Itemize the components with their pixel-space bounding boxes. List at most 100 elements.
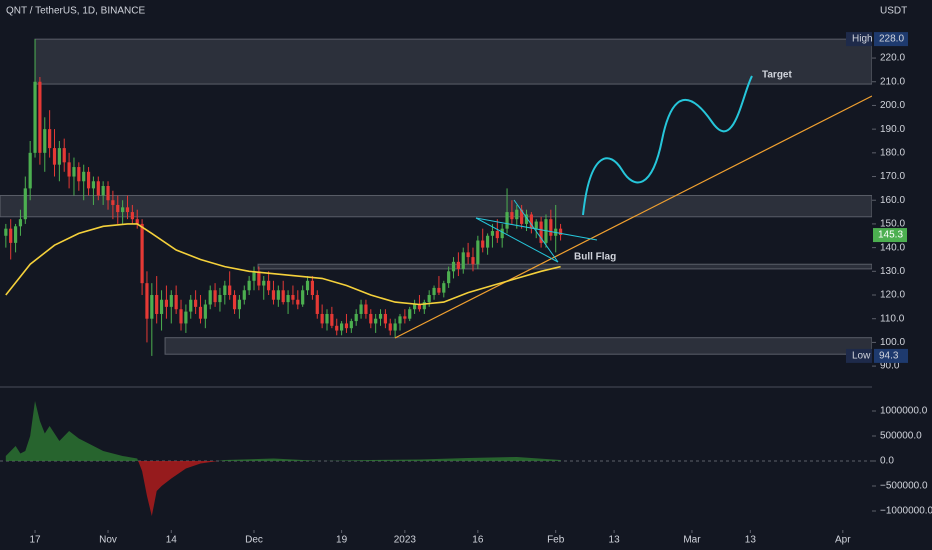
- candle-body: [515, 209, 519, 220]
- candle-body: [48, 129, 52, 149]
- candle-body: [198, 306, 203, 319]
- candle-body: [77, 167, 81, 182]
- candle-body: [456, 261, 460, 269]
- candle-body: [164, 299, 169, 307]
- y-tick-label: 150.0: [880, 219, 905, 230]
- candle-body: [247, 280, 251, 291]
- candle-body: [383, 313, 387, 324]
- candle-body: [417, 304, 422, 310]
- candle-body: [549, 219, 553, 236]
- candle-body: [91, 181, 96, 189]
- candle-body: [262, 280, 266, 286]
- y-tick-label: 110.0: [880, 313, 905, 324]
- extreme-name: Low: [852, 351, 871, 362]
- candle-body: [86, 171, 91, 189]
- annotation: Target: [762, 70, 792, 81]
- oscillator-area: [5, 401, 561, 516]
- candle-body: [145, 283, 149, 319]
- candle-body: [33, 81, 37, 153]
- candle-body: [437, 287, 441, 293]
- candle-body: [524, 214, 529, 224]
- candle-body: [276, 290, 280, 300]
- candle-body: [339, 323, 344, 331]
- candle-body: [257, 271, 261, 286]
- candle-body: [116, 204, 120, 213]
- candle-body: [43, 129, 47, 153]
- extreme-name-box: [846, 348, 872, 363]
- candle-body: [296, 299, 300, 305]
- candle-body: [9, 228, 13, 243]
- y-tick-label: 130.0: [880, 266, 905, 277]
- candle-body: [335, 325, 339, 331]
- x-tick-label: 17: [29, 535, 41, 546]
- candle-body: [208, 290, 212, 305]
- candle-body: [388, 323, 392, 331]
- candle-body: [490, 231, 495, 236]
- candle-body: [57, 148, 61, 165]
- candle-body: [505, 212, 509, 229]
- zone: [164, 337, 873, 355]
- candle-body: [369, 313, 373, 324]
- candle-body: [252, 271, 256, 281]
- extreme-name: High: [852, 34, 873, 45]
- y-tick-label: 170.0: [880, 171, 905, 182]
- y-tick-label: −1000000.0: [880, 506, 932, 517]
- extreme-value: 228.0: [879, 34, 904, 45]
- candle-body: [218, 295, 222, 303]
- candle-body: [330, 313, 334, 326]
- x-tick-label: Dec: [245, 535, 263, 546]
- candle-body: [140, 223, 144, 284]
- candle-body: [403, 316, 407, 319]
- candle-body: [374, 318, 378, 324]
- candle-body: [447, 271, 451, 284]
- candle-body: [23, 188, 27, 220]
- candle-body: [393, 323, 397, 331]
- candle-body: [62, 148, 66, 163]
- y-tick-label: 210.0: [880, 76, 905, 87]
- candle-body: [237, 299, 242, 310]
- candle-body: [359, 304, 363, 314]
- candle-body: [13, 226, 18, 243]
- candle-body: [169, 295, 173, 307]
- candle-body: [520, 209, 524, 224]
- candle-body: [82, 171, 86, 182]
- candle-body: [427, 295, 431, 303]
- candle-body: [150, 295, 154, 319]
- candle-body: [106, 186, 110, 201]
- candle-body: [67, 162, 71, 177]
- y-tick-label: 200.0: [880, 100, 905, 111]
- y-tick-label: 100.0: [880, 337, 905, 348]
- flag-line: [513, 199, 559, 263]
- y-tick-label: 0.0: [880, 456, 894, 467]
- candle-body: [412, 304, 417, 310]
- y-tick-label: 500000.0: [880, 431, 922, 442]
- candle-body: [398, 316, 402, 324]
- x-tick-label: 14: [166, 535, 178, 546]
- x-tick-label: 2023: [394, 535, 417, 546]
- candle-body: [155, 295, 159, 314]
- candle-body: [301, 290, 305, 305]
- flag-line: [475, 217, 559, 263]
- last-price-label: 145.3: [878, 230, 903, 241]
- x-tick-label: Mar: [683, 535, 701, 546]
- candle-body: [4, 228, 8, 236]
- candle-body: [72, 167, 76, 177]
- candle-body: [476, 240, 480, 265]
- y-tick-label: 90.0: [880, 361, 900, 372]
- candle-body: [179, 309, 183, 324]
- annotation: Bull Flag: [574, 252, 616, 263]
- y-tick-label: 180.0: [880, 147, 905, 158]
- candle-body: [471, 257, 475, 265]
- candle-body: [320, 313, 324, 324]
- candle-body: [28, 152, 32, 189]
- candle-body: [539, 221, 543, 243]
- candle-body: [135, 219, 139, 224]
- candle-body: [96, 181, 100, 196]
- candle-body: [228, 285, 232, 296]
- x-tick-label: 13: [745, 535, 757, 546]
- candle-body: [38, 81, 42, 153]
- candle-body: [130, 212, 134, 220]
- trend-line: [394, 95, 873, 339]
- time-axis: [0, 530, 932, 550]
